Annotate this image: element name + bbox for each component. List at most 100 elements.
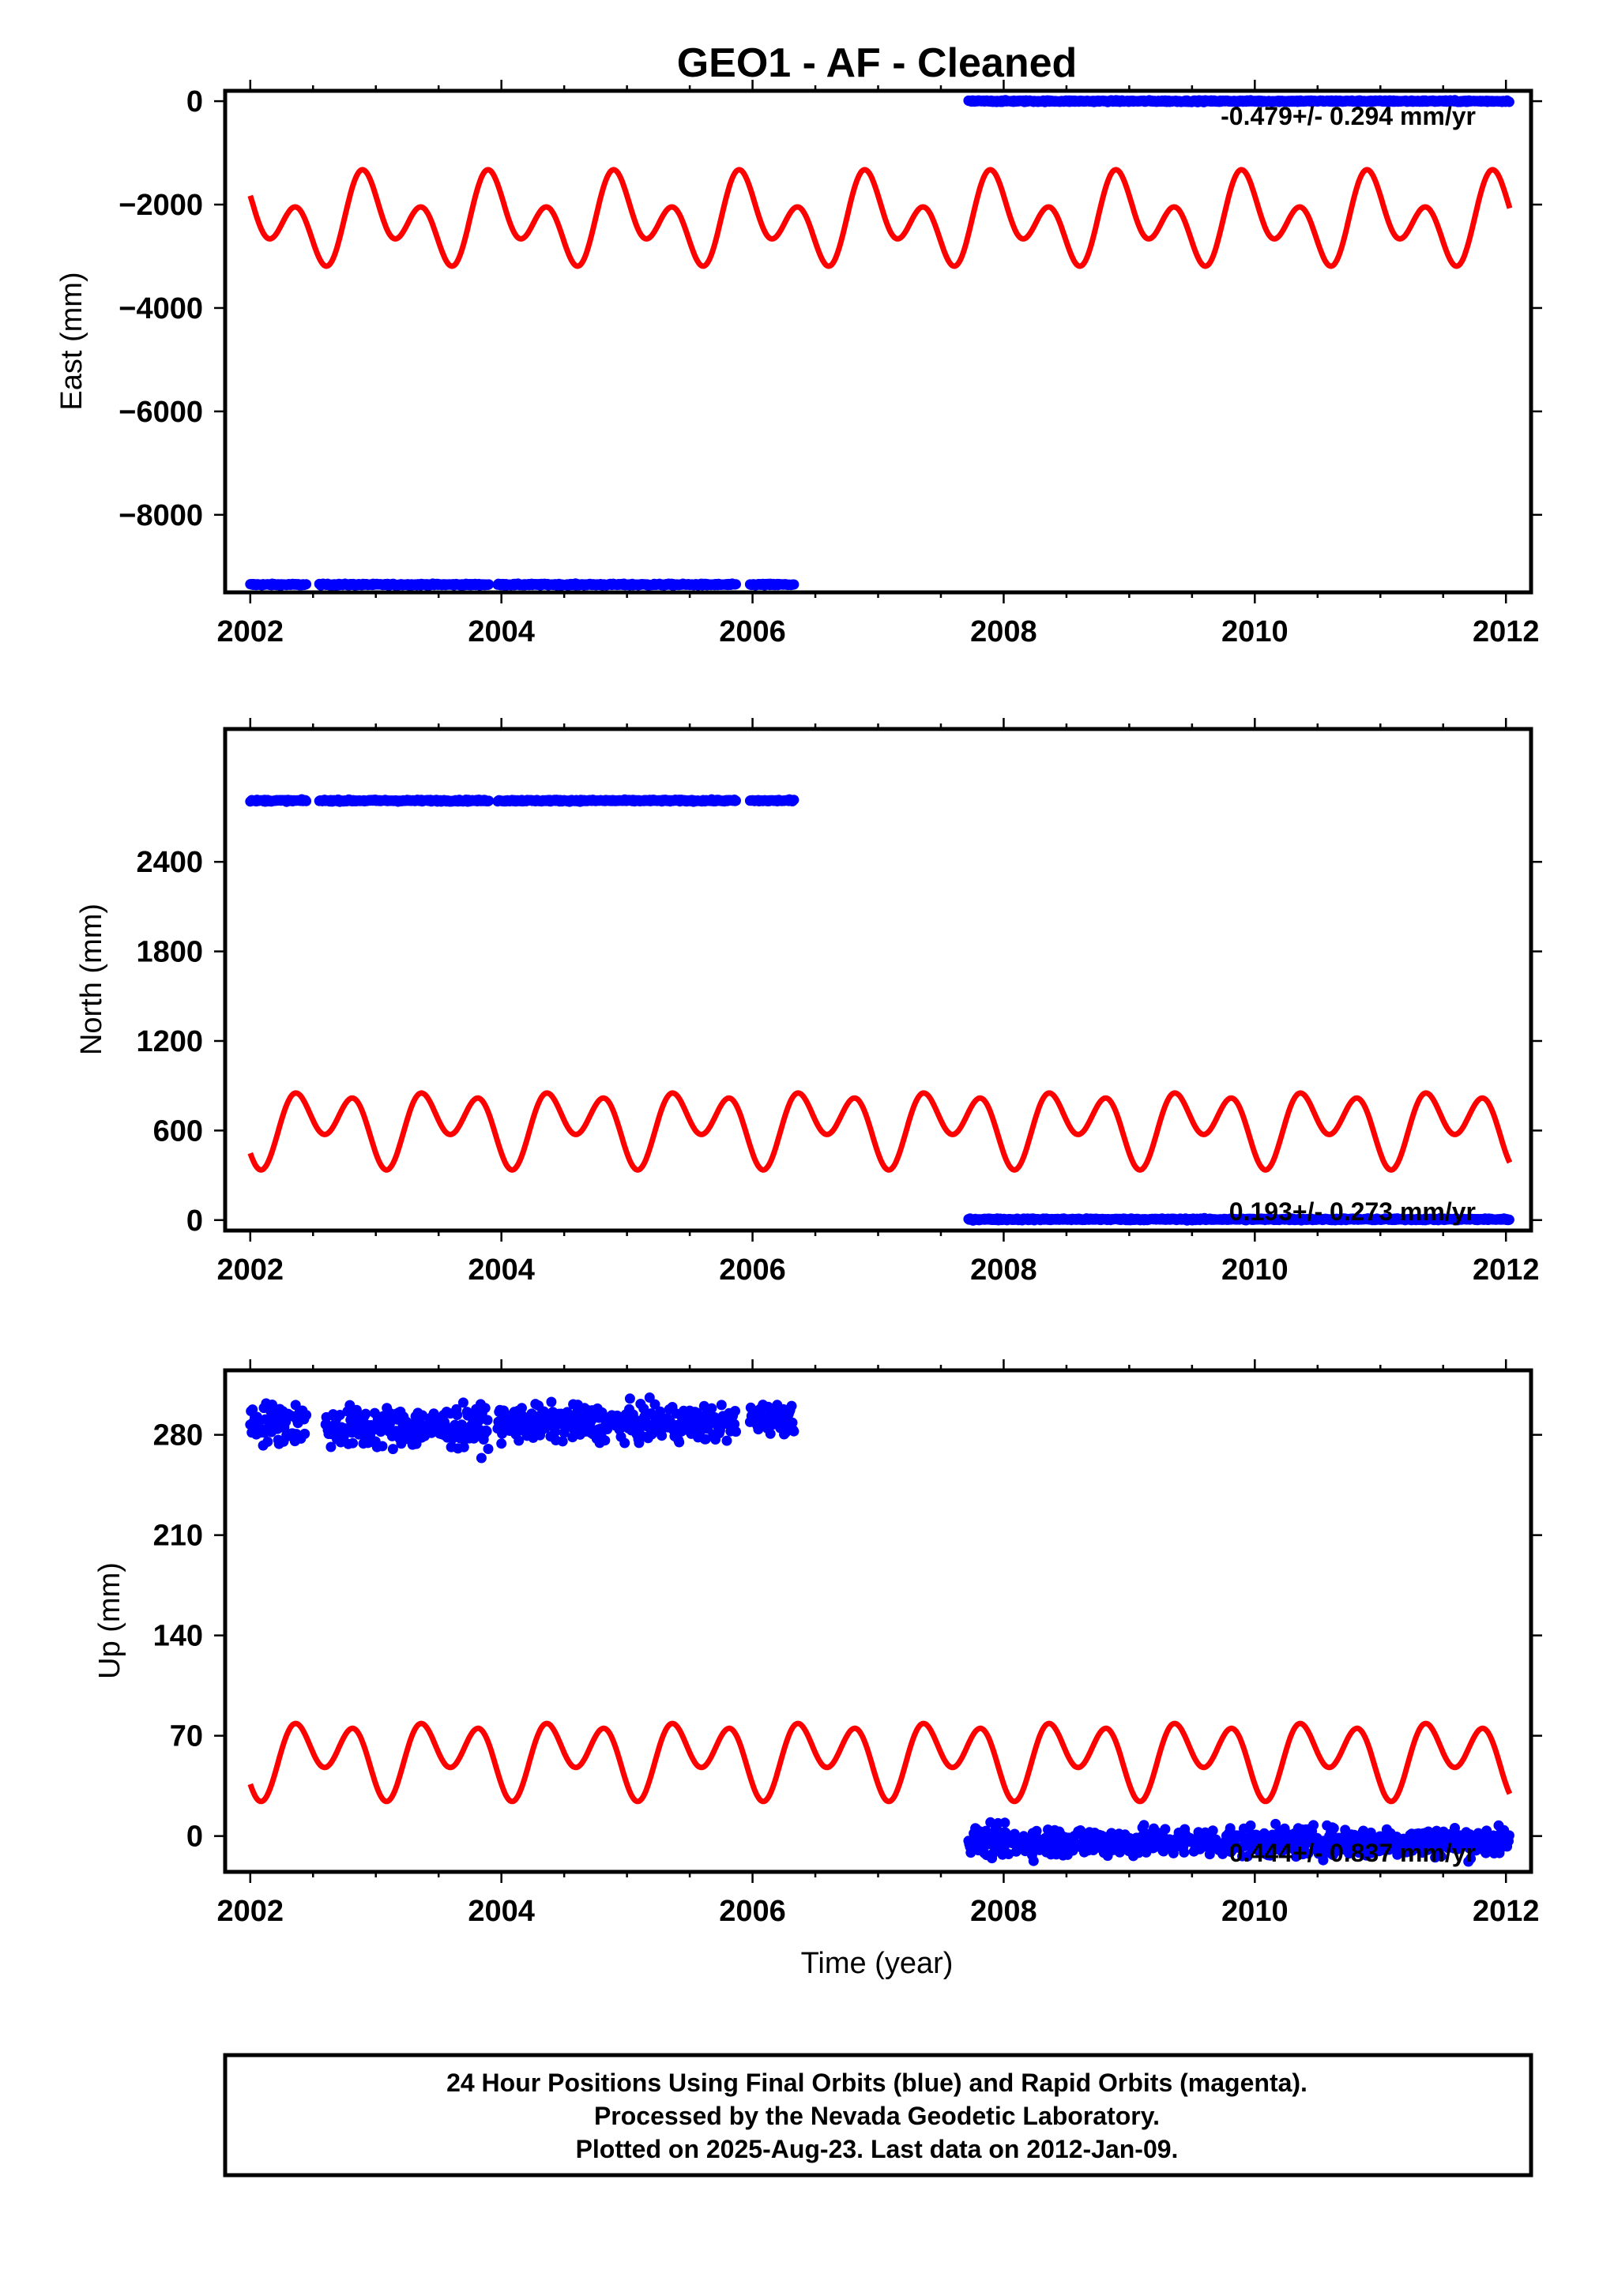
data-point [788,579,800,590]
footer-line-3: Plotted on 2025-Aug-23. Last data on 201… [576,2135,1179,2163]
data-point [517,1403,527,1414]
data-point [1114,1847,1125,1858]
data-point [550,1426,561,1437]
data-point [1503,1830,1514,1841]
data-point [655,1406,666,1417]
chart-title: GEO1 - AF - Cleaned [677,40,1078,86]
x-tick-label-north: 2004 [468,1253,535,1287]
data-point [674,1437,685,1448]
x-tick-label-east: 2002 [217,615,284,648]
data-point [1308,1820,1319,1831]
y-tick-label-up: 280 [153,1419,203,1452]
y-tick-label-north: 2400 [136,846,203,879]
y-tick-label-north: 1200 [136,1025,203,1058]
plot-area-up: 2002 2004 2006 2008 2010 2012 0 70 140 210 280 [153,1359,1542,1928]
data-point [706,1403,717,1414]
y-tick-label-north: 1800 [136,936,203,969]
data-point [496,1438,507,1449]
y-tick-label-up: 140 [153,1620,203,1653]
x-tick-label-east: 2008 [970,615,1037,648]
x-tick-label-east: 2010 [1221,615,1289,648]
data-point [657,1430,668,1441]
y-tick-label-east: −8000 [119,499,203,532]
x-tick-label-up: 2010 [1221,1895,1289,1928]
data-point [301,1410,312,1421]
data-point [290,1400,301,1411]
data-point [351,1404,362,1415]
data-point [600,1435,611,1446]
x-tick-label-up: 2006 [719,1895,786,1928]
data-point [731,795,741,806]
data-point [483,1444,494,1454]
x-tick-label-up: 2012 [1473,1895,1540,1928]
y-tick-label-north: 0 [186,1204,203,1238]
plot-area-east: 2002 2004 2006 2008 2010 2012 0 −2000 −4000 −6000… [119,80,1542,648]
data-point [730,1406,740,1416]
data-point [619,1437,630,1449]
model-curve-north [247,1090,1513,1173]
ylabel-north: North (mm) [75,904,108,1055]
x-tick-label-east: 2012 [1473,615,1540,648]
ylabel-up: Up (mm) [93,1562,126,1679]
x-tick-label-up: 2008 [970,1895,1037,1928]
x-tick-label-north: 2010 [1221,1253,1289,1287]
data-point [514,1435,525,1446]
panel-east: 2002 2004 2006 2008 2010 2012 0 −2000 −4000 −6000… [55,80,1542,648]
data-point [765,1428,776,1439]
y-tick-label-up: 0 [186,1821,203,1854]
data-point [716,1400,727,1411]
data-point [788,1426,800,1437]
plot-marks-north [245,794,1514,1226]
rate-label-east: -0.479+/- 0.294 mm/yr [1221,102,1476,130]
plot-frame-north [223,727,1533,1233]
y-tick-label-east: −2000 [119,189,203,222]
y-tick-label-up: 210 [153,1520,203,1553]
y-tick-label-up: 70 [170,1720,203,1753]
data-point [1245,1820,1256,1831]
footer-frame [223,2053,1533,2178]
data-point [1303,1848,1314,1859]
panel-up: 2002 2004 2006 2008 2010 2012 0 70 140 210 280 Up … [93,1359,1542,1928]
data-point [1138,1820,1149,1831]
plot-marks-east [245,95,1514,592]
data-point [377,1441,388,1452]
data-point [700,1434,711,1445]
footer-line-2: Processed by the Nevada Geodetic Laborat… [594,2102,1160,2130]
plot-marks-up [245,1392,1514,1867]
data-point [301,579,312,590]
data-point [1160,1824,1171,1835]
rate-label-up: 0.444+/- 0.837 mm/yr [1229,1839,1476,1867]
data-point [1450,1823,1460,1833]
data-point [476,1452,487,1464]
y-tick-label-east: −4000 [119,292,203,325]
data-point [731,1426,741,1437]
x-tick-label-east: 2006 [719,615,786,648]
data-point [624,1393,635,1404]
data-point [731,579,741,590]
data-point [1328,1823,1339,1834]
footer-box: 24 Hour Positions Using Final Orbits (bl… [223,2053,1533,2178]
data-point [481,1426,492,1437]
data-point [325,1441,337,1452]
y-tick-label-north: 600 [153,1114,203,1148]
data-point [262,1436,273,1447]
rate-label-north: 0.193+/- 0.273 mm/yr [1229,1197,1476,1226]
data-point [721,1435,732,1446]
data-point [557,1436,568,1447]
data-point [299,1428,310,1439]
footer-line-1: 24 Hour Positions Using Final Orbits (bl… [446,2069,1307,2097]
x-tick-label-north: 2002 [217,1253,284,1287]
y-tick-label-east: −6000 [119,396,203,429]
data-point [301,795,312,806]
plot-area-north: 2002 2004 2006 2008 2010 2012 0 600 1200 1800 2400 [136,718,1542,1287]
data-point [1503,1214,1514,1225]
data-point [1028,1855,1039,1866]
data-point [483,579,495,590]
data-point [480,1403,491,1414]
x-tick-label-east: 2004 [468,615,535,648]
data-point [999,1817,1010,1828]
x-tick-label-north: 2006 [719,1253,786,1287]
data-point [387,1444,398,1455]
